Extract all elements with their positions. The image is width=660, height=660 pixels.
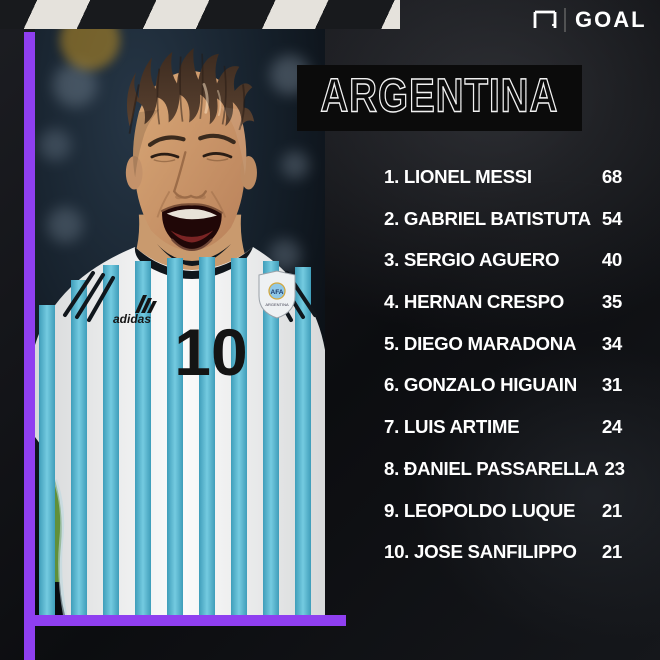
svg-text:GOAL: GOAL <box>575 7 647 32</box>
